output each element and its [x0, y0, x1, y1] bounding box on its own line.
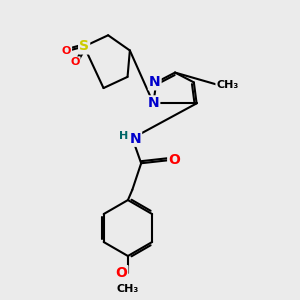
Text: S: S: [79, 40, 89, 53]
Text: H: H: [119, 131, 129, 141]
Text: O: O: [168, 153, 180, 167]
Text: N: N: [149, 75, 161, 89]
Text: O: O: [116, 266, 128, 280]
Text: N: N: [130, 132, 141, 146]
Text: CH₃: CH₃: [216, 80, 238, 90]
Text: CH₃: CH₃: [117, 284, 139, 294]
Text: O: O: [70, 57, 80, 67]
Text: N: N: [148, 96, 159, 110]
Text: O: O: [62, 46, 71, 56]
